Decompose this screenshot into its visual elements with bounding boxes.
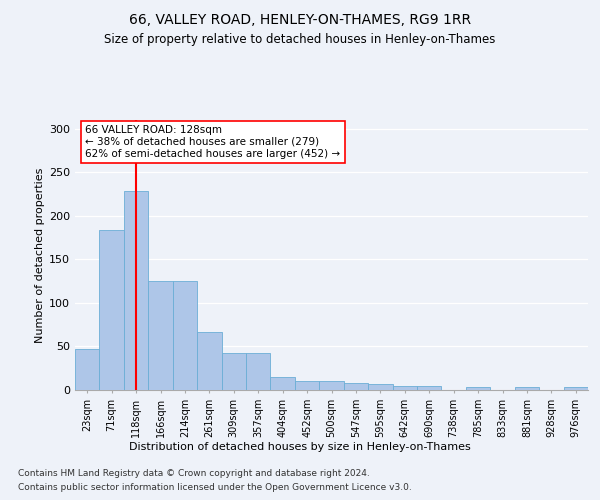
- Bar: [563, 388, 588, 390]
- Text: Size of property relative to detached houses in Henley-on-Thames: Size of property relative to detached ho…: [104, 32, 496, 46]
- Bar: [319, 382, 344, 390]
- Bar: [515, 388, 539, 390]
- Y-axis label: Number of detached properties: Number of detached properties: [35, 168, 45, 342]
- Bar: [221, 354, 246, 390]
- Bar: [368, 384, 392, 390]
- Bar: [75, 349, 100, 390]
- Bar: [295, 382, 319, 390]
- Bar: [148, 281, 173, 390]
- Text: 66, VALLEY ROAD, HENLEY-ON-THAMES, RG9 1RR: 66, VALLEY ROAD, HENLEY-ON-THAMES, RG9 1…: [129, 12, 471, 26]
- Bar: [173, 281, 197, 390]
- Bar: [417, 386, 442, 390]
- Bar: [344, 383, 368, 390]
- Bar: [124, 192, 148, 390]
- Bar: [246, 354, 271, 390]
- Text: 66 VALLEY ROAD: 128sqm
← 38% of detached houses are smaller (279)
62% of semi-de: 66 VALLEY ROAD: 128sqm ← 38% of detached…: [85, 126, 340, 158]
- Bar: [100, 230, 124, 390]
- Text: Contains public sector information licensed under the Open Government Licence v3: Contains public sector information licen…: [18, 484, 412, 492]
- Bar: [271, 377, 295, 390]
- Text: Distribution of detached houses by size in Henley-on-Thames: Distribution of detached houses by size …: [129, 442, 471, 452]
- Text: Contains HM Land Registry data © Crown copyright and database right 2024.: Contains HM Land Registry data © Crown c…: [18, 468, 370, 477]
- Bar: [197, 332, 221, 390]
- Bar: [466, 388, 490, 390]
- Bar: [392, 386, 417, 390]
